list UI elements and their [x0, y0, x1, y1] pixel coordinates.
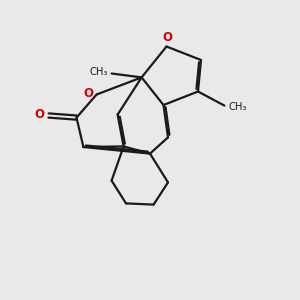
- Text: CH₃: CH₃: [228, 102, 246, 112]
- Text: O: O: [34, 107, 44, 121]
- Text: CH₃: CH₃: [90, 67, 108, 77]
- Text: O: O: [83, 86, 93, 100]
- Text: O: O: [162, 31, 172, 44]
